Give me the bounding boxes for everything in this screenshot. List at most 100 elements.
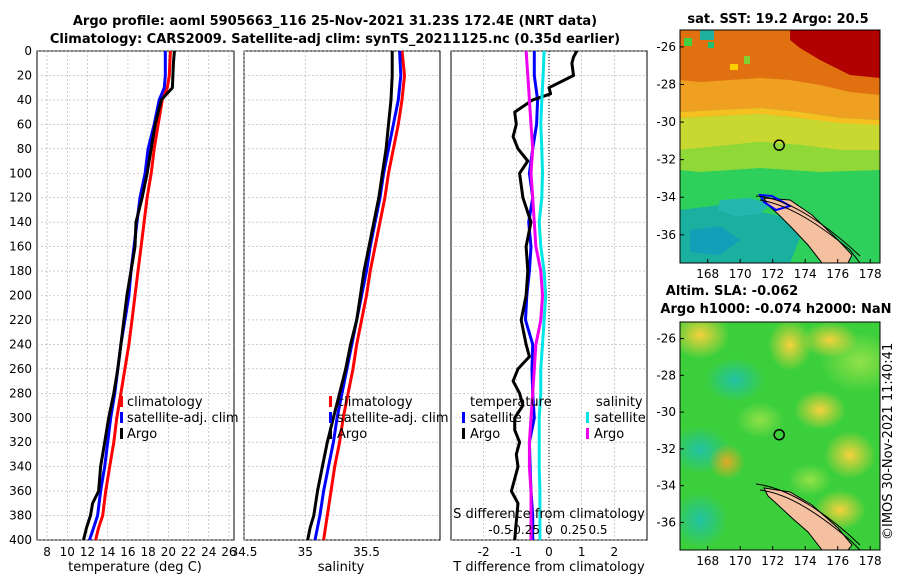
temperature-legend: climatology satellite-adj. clim Argo (120, 395, 239, 442)
sst-map-title: sat. SST: 19.2 Argo: 20.5 (687, 12, 868, 27)
map-y-tick-label: -30 (656, 115, 676, 129)
temperature-xlabel: temperature (deg C) (68, 560, 202, 575)
legend-label-sal-satellite: satellite (594, 411, 646, 426)
series-argo (82, 50, 176, 541)
x-tick-label: -1 (510, 545, 522, 559)
map-y-tick-label: -34 (656, 479, 676, 493)
x-tick-label: 18 (140, 545, 155, 559)
salinity-xlabel: salinity (318, 560, 365, 575)
s-tick-label: -0.5 (488, 523, 511, 537)
difference-xlabel-top: S difference from climatology (453, 507, 645, 522)
legend-label-argo: Argo (337, 427, 367, 442)
legend-label-sal-argo: Argo (594, 427, 624, 442)
depth-tick-label: 360 (9, 484, 32, 498)
map-y-tick-label: -26 (656, 40, 676, 54)
legend-title-temperature: temperature (470, 395, 552, 410)
depth-tick-label: 280 (9, 386, 32, 400)
legend-swatch-temp-argo (462, 428, 465, 439)
depth-tick-label: 40 (17, 93, 32, 107)
series-climatology (94, 50, 172, 541)
map-x-tick-label: 172 (761, 554, 784, 568)
map-y-tick-label: -34 (656, 190, 676, 204)
salinity-legend: climatology satellite-adj. clim Argo (329, 395, 449, 442)
map-x-tick-label: 176 (826, 554, 849, 568)
sla-map-frame (679, 321, 881, 551)
x-tick-label: -2 (478, 545, 490, 559)
x-tick-label: 22 (181, 545, 196, 559)
legend-swatch-sal-argo (586, 428, 589, 439)
x-tick-label: 24 (201, 545, 216, 559)
legend-swatch-sal-satellite (586, 412, 589, 423)
map-y-tick-label: -32 (656, 442, 676, 456)
legend-title-salinity: salinity (596, 395, 643, 410)
depth-tick-label: 260 (9, 362, 32, 376)
depth-tick-label: 140 (9, 215, 32, 229)
figure-title-line2: Climatology: CARS2009. Satellite-adj cli… (49, 32, 621, 47)
series-climatology (322, 50, 406, 541)
depth-tick-label: 160 (9, 240, 32, 254)
legend-label-climatology: climatology (127, 395, 203, 410)
x-tick-label: 26 (221, 545, 236, 559)
legend-label-temp-satellite: satellite (470, 411, 522, 426)
depth-tick-label: 380 (9, 509, 32, 523)
x-tick-label: 35.5 (353, 545, 380, 559)
depth-tick-label: 240 (9, 337, 32, 351)
map-x-tick-label: 174 (794, 267, 817, 281)
map-x-tick-label: 178 (859, 267, 882, 281)
map-y-tick-label: -26 (656, 332, 676, 346)
difference-panel: -2 -1 0 1 2 -0.5-0.25 0 0.25 0.5 T difference fr… (450, 50, 648, 575)
depth-tick-label: 200 (9, 289, 32, 303)
figure-title-line1: Argo profile: aoml 5905663_116 25-Nov-20… (72, 14, 598, 29)
series-salinity-satellite (537, 50, 548, 540)
legend-swatch-argo (120, 428, 123, 439)
sst-map-field (680, 30, 880, 263)
sst-map: sat. SST: 19.2 Argo: 20.5 168 170 172 174 17… (656, 12, 881, 281)
map-x-tick-label: 176 (826, 267, 849, 281)
x-tick-label: 16 (120, 545, 135, 559)
sla-map-title1: Altim. SLA: -0.062 (666, 284, 798, 299)
map-x-tick-label: 170 (729, 267, 752, 281)
legend-label-argo: Argo (127, 427, 157, 442)
sst-argo-marker (773, 139, 785, 151)
x-tick-label: 34.5 (231, 545, 258, 559)
legend-label-satellite: satellite-adj. clim (337, 411, 449, 426)
map-y-tick-label: -28 (656, 368, 676, 382)
series-salinity-argo (524, 50, 544, 540)
x-tick-label: 12 (80, 545, 95, 559)
s-tick-label: -0.25 (509, 523, 540, 537)
map-x-tick-label: 168 (696, 267, 719, 281)
map-y-tick-label: -36 (656, 515, 676, 529)
depth-tick-label: 0 (24, 44, 32, 58)
x-tick-label: 1 (578, 545, 586, 559)
sla-map-field (680, 322, 880, 550)
s-tick-label: 0 (545, 523, 553, 537)
depth-tick-label: 220 (9, 313, 32, 327)
map-y-tick-label: -36 (656, 228, 676, 242)
depth-tick-label: 100 (9, 166, 32, 180)
series-temperature-argo (509, 50, 579, 541)
map-x-tick-label: 174 (794, 554, 817, 568)
depth-tick-label: 400 (9, 533, 32, 547)
sla-map: Altim. SLA: -0.062 Argo h1000: -0.074 h2… (656, 284, 891, 568)
difference-xlabel: T difference from climatology (452, 560, 645, 575)
legend-swatch-climatology (120, 396, 123, 407)
legend-label-satellite: satellite-adj. clim (127, 411, 239, 426)
difference-legend: temperature salinity satellite Argo sate… (462, 395, 646, 442)
x-tick-label: 10 (60, 545, 75, 559)
s-tick-label: 0.25 (560, 523, 587, 537)
depth-tick-label: 300 (9, 411, 32, 425)
s-tick-label: 0.5 (588, 523, 607, 537)
map-y-tick-label: -30 (656, 405, 676, 419)
salinity-panel: 34.5 35 35.5 salinity (231, 50, 441, 575)
legend-swatch-temp-satellite (462, 412, 465, 423)
legend-label-temp-argo: Argo (470, 427, 500, 442)
map-x-tick-label: 168 (696, 554, 719, 568)
sla-map-title2: Argo h1000: -0.074 h2000: NaN (660, 302, 891, 317)
sst-map-frame (679, 29, 881, 264)
depth-tick-label: 20 (17, 68, 32, 82)
map-y-tick-label: -32 (656, 153, 676, 167)
x-tick-label: 0 (545, 545, 553, 559)
depth-tick-label: 80 (17, 142, 32, 156)
x-tick-label: 2 (611, 545, 619, 559)
